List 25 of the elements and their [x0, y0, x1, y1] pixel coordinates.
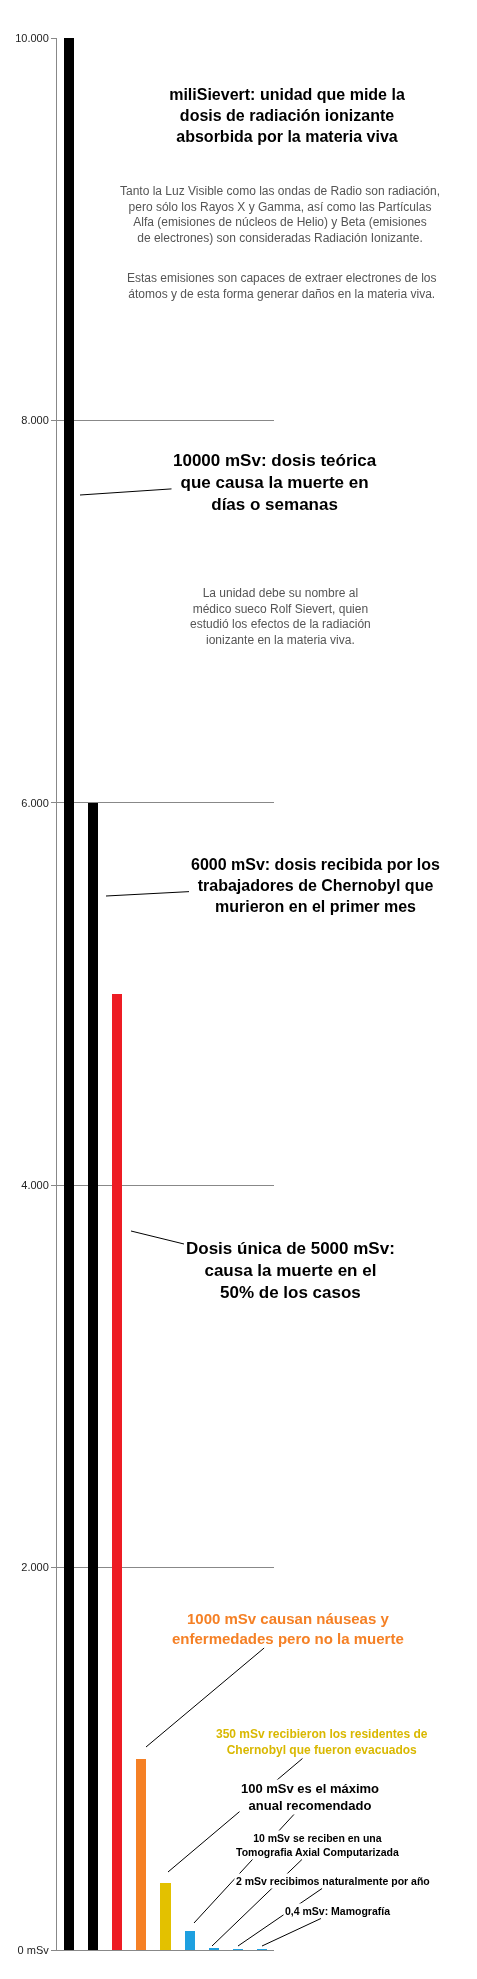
y-tick-label: 0 mSv — [17, 1943, 50, 1956]
y-tick-label: 10.000 — [15, 31, 49, 44]
annotation: 2 mSv recibimos naturalmente por año — [236, 1875, 430, 1887]
bar — [185, 1931, 195, 1950]
annotation: 10000 mSv: dosis teórica que causa la muerte en días o semanas — [173, 451, 377, 515]
bar — [160, 1883, 171, 1950]
text: 0,4 mSv: Mamografía — [285, 1905, 391, 1917]
y-tick-label: 4.000 — [21, 1179, 49, 1192]
annotation: 100 mSv es el máximo anual recomendado — [241, 1781, 380, 1813]
annotation: La unidad debe su nombre al médico sueco Rolf Sievert, quien estudió los efectos de la radiación ionizante en la materia viva. — [190, 586, 371, 647]
annotation: Tanto la Luz Visible como las ondas de Radio son radiación, pero sólo los Rayos X y Gamma, así como las Partículas Alfa (emisiones de núcleos de Helio) y Beta (emisiones de electrones) son consideradas Radiación Ionizante. — [120, 184, 440, 245]
annotation: 350 mSv recibieron los residentes de Chernobyl que fueron evacuados — [216, 1727, 428, 1757]
y-tick-label: 2.000 — [21, 1561, 49, 1574]
bar — [112, 994, 122, 1950]
bar — [136, 1759, 146, 1950]
bar — [64, 38, 74, 1950]
annotation: Dosis única de 5000 mSv: causa la muerte en el 50% de los casos — [186, 1239, 395, 1303]
annotation: Estas emisiones son capaces de extraer electrones de los átomos y de esta forma generar daños en la materia viva. — [127, 271, 437, 301]
annotation: 10 mSv se reciben en una Tomografia Axial Computarizada — [236, 1832, 399, 1858]
annotation: 1000 mSv causan náuseas y enfermedades pero no la muerte — [172, 1610, 404, 1647]
y-tick-label: 6.000 — [21, 796, 49, 809]
annotation: 6000 mSv: dosis recibida por los trabajadores de Chernobyl que murieron en el primer mes — [191, 856, 441, 915]
y-tick-label: 8.000 — [21, 414, 49, 427]
bar — [88, 803, 98, 1950]
text: miliSievert: unidad que mide la dosis de radiación ionizante absorbida por la materia viva — [169, 86, 405, 145]
